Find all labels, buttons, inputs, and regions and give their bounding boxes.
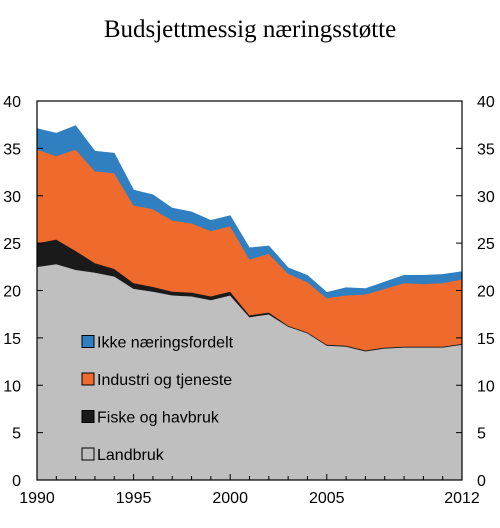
y-tick-label-right: 20 (477, 284, 495, 301)
y-tick-label-left: 15 (3, 331, 21, 348)
y-tick-label-left: 0 (12, 473, 21, 490)
legend-label: Landbruk (97, 447, 165, 464)
x-tick-label: 2012 (444, 490, 480, 507)
y-axis-left: 0 5 10 15 20 25 30 35 40 (3, 94, 43, 490)
x-tick-label: 1990 (19, 490, 55, 507)
y-tick-label-right: 30 (477, 189, 495, 206)
legend-label: Fiske og havbruk (97, 410, 220, 427)
y-tick-label-left: 5 (12, 426, 21, 443)
y-tick-label-left: 35 (3, 141, 21, 158)
legend-swatch (81, 335, 95, 348)
legend-label: Industri og tjeneste (97, 372, 232, 389)
y-axis-right: 0 5 10 15 20 25 30 35 40 (456, 94, 495, 490)
y-tick-label-left: 25 (3, 236, 21, 253)
y-tick-label-left: 10 (3, 378, 21, 395)
y-tick-label-right: 15 (477, 331, 495, 348)
legend: Ikke næringsfordelt Industri og tjeneste F… (81, 335, 234, 464)
y-tick-label-right: 40 (477, 94, 495, 111)
y-tick-label-left: 40 (3, 94, 21, 111)
y-tick-label-left: 30 (3, 189, 21, 206)
y-tick-label-right: 35 (477, 141, 495, 158)
x-axis: 1990 1995 2000 2005 2012 (19, 474, 480, 507)
area-series-group (36, 125, 463, 481)
legend-swatch (81, 372, 95, 386)
x-tick-label: 1995 (116, 490, 152, 507)
legend-swatch (81, 447, 95, 461)
legend-swatch (81, 410, 95, 423)
y-tick-label-right: 10 (477, 378, 495, 395)
y-tick-label-left: 20 (3, 284, 21, 301)
chart-title: Budsjettmessig næringsstøtte (104, 16, 396, 43)
legend-label: Ikke næringsfordelt (97, 335, 234, 352)
y-tick-label-right: 5 (477, 426, 486, 443)
y-tick-label-right: 0 (477, 473, 486, 490)
x-tick-label: 2000 (212, 490, 248, 507)
y-tick-label-right: 25 (477, 236, 495, 253)
x-tick-label: 2005 (309, 490, 345, 507)
